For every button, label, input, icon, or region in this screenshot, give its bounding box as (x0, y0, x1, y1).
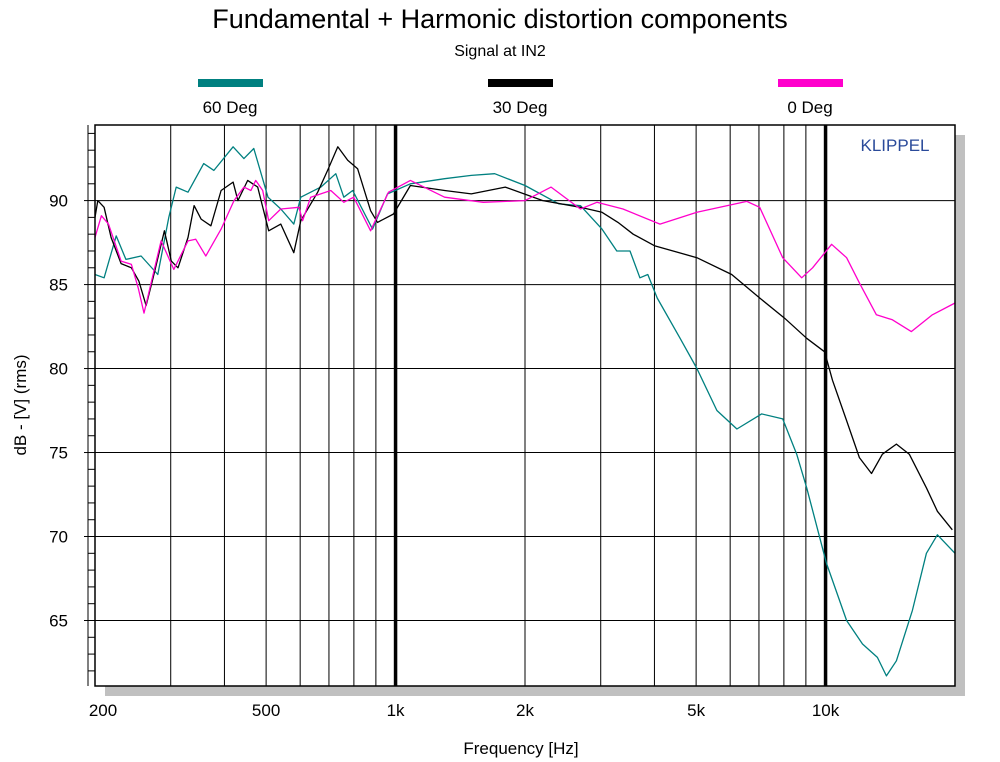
series-line-30-deg (94, 146, 953, 531)
grid (95, 125, 955, 686)
axes: 65 70 75 80 85 90 200 500 1k 2k 5k 10k (49, 125, 840, 720)
x-tick-label: 200 (89, 701, 117, 720)
y-axis-label: dB - [V] (rms) (11, 354, 30, 455)
legend-swatch (778, 79, 843, 87)
legend-label: 0 Deg (787, 98, 832, 117)
legend-label: 60 Deg (203, 98, 258, 117)
plot-frame (94, 124, 956, 687)
legend-label: 30 Deg (493, 98, 548, 117)
series-group (94, 146, 956, 677)
series-line-60-deg (94, 146, 956, 677)
chart-title: Fundamental + Harmonic distortion compon… (212, 4, 788, 34)
y-tick-label: 75 (49, 444, 68, 463)
x-tick-label: 500 (252, 701, 280, 720)
x-tick-label: 10k (812, 701, 840, 720)
x-tick-label: 5k (687, 701, 705, 720)
y-tick-label: 70 (49, 528, 68, 547)
legend-swatch (198, 79, 263, 87)
legend-swatch (488, 79, 553, 87)
legend: 60 Deg 30 Deg 0 Deg (198, 79, 843, 117)
x-axis-label: Frequency [Hz] (463, 739, 578, 758)
y-tick-label: 80 (49, 360, 68, 379)
x-tick-label: 2k (516, 701, 534, 720)
y-tick-label: 65 (49, 611, 68, 630)
watermark-klippel: KLIPPEL (861, 136, 930, 155)
chart-subtitle: Signal at IN2 (454, 43, 546, 60)
y-tick-label: 85 (49, 276, 68, 295)
series-line-0-deg (94, 179, 956, 333)
y-tick-label: 90 (49, 192, 68, 211)
x-tick-label: 1k (387, 701, 405, 720)
